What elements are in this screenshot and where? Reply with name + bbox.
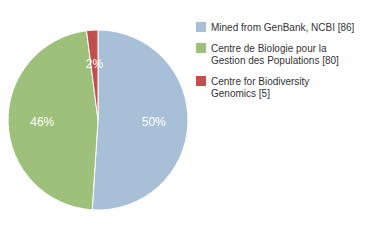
pie-slice [8, 31, 98, 210]
legend-label: Mined from GenBank, NCBI [86] [211, 22, 355, 33]
legend-swatch [196, 76, 206, 86]
legend-label: Centre for BiodiversityGenomics [5] [211, 76, 309, 99]
pie [8, 30, 188, 210]
legend-label: Centre de Biologie pour laGestion des Po… [211, 43, 339, 66]
data-labels: 50% 46% 2% [30, 57, 166, 128]
chart: 50% 46% 2% Mined from GenBank, NCBI [86] Cen… [0, 0, 380, 240]
data-label: 2% [86, 57, 104, 71]
legend-swatch [196, 43, 206, 53]
legend-item: Centre for BiodiversityGenomics [5] [196, 76, 309, 99]
legend: Mined from GenBank, NCBI [86] Centre de B… [196, 22, 355, 99]
legend-item: Centre de Biologie pour laGestion des Po… [196, 43, 339, 66]
legend-swatch [196, 22, 206, 32]
data-label: 46% [30, 115, 54, 129]
pie-slice [92, 30, 188, 210]
pie-slice [86, 30, 98, 120]
legend-item: Mined from GenBank, NCBI [86] [196, 22, 355, 33]
data-label: 50% [142, 115, 166, 129]
